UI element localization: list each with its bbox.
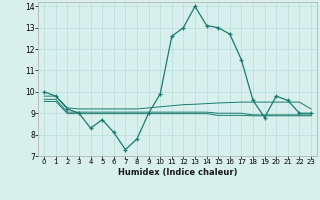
X-axis label: Humidex (Indice chaleur): Humidex (Indice chaleur): [118, 168, 237, 177]
